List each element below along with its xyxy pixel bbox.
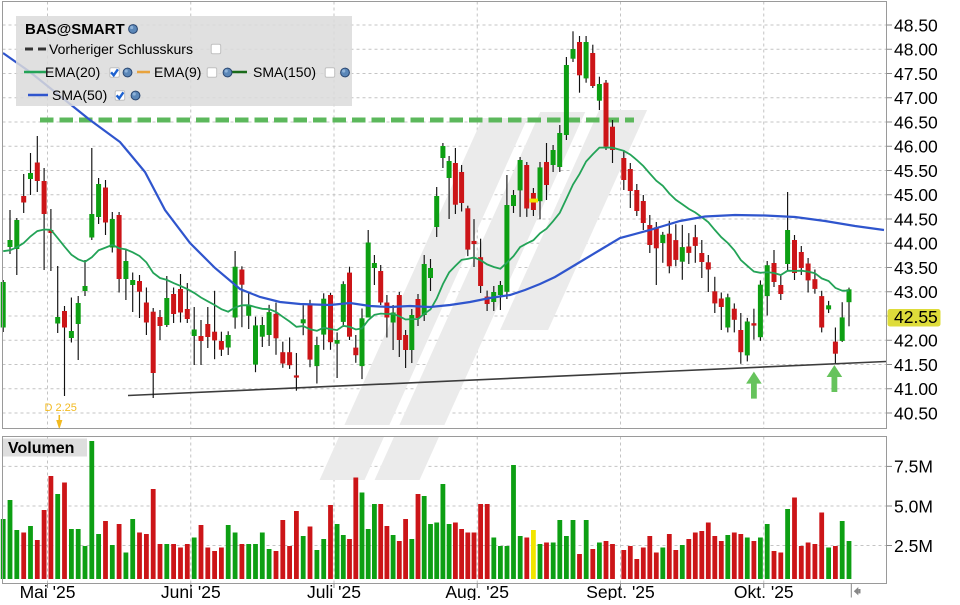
svg-text:D 2.25: D 2.25: [45, 402, 77, 414]
svg-text:42.55: 42.55: [894, 307, 938, 327]
svg-text:45.00: 45.00: [894, 185, 938, 205]
svg-text:Aug. '25: Aug. '25: [445, 582, 509, 600]
svg-text:45.50: 45.50: [894, 161, 938, 181]
svg-text:5.0M: 5.0M: [894, 496, 933, 516]
svg-text:EMA(9): EMA(9): [154, 64, 201, 80]
svg-text:Juli '25: Juli '25: [307, 582, 361, 600]
svg-text:SMA(50): SMA(50): [52, 87, 107, 103]
svg-text:Volumen: Volumen: [8, 440, 74, 457]
svg-text:7.5M: 7.5M: [894, 457, 933, 477]
svg-text:Sept. '25: Sept. '25: [586, 582, 655, 600]
svg-text:Mai '25: Mai '25: [20, 582, 76, 600]
svg-text:43.00: 43.00: [894, 282, 938, 302]
svg-text:44.50: 44.50: [894, 209, 938, 229]
svg-text:SMA(150): SMA(150): [253, 64, 316, 80]
svg-text:Okt. '25: Okt. '25: [734, 582, 794, 600]
svg-text:48.50: 48.50: [894, 15, 938, 35]
svg-text:41.50: 41.50: [894, 355, 938, 375]
svg-text:41.00: 41.00: [894, 379, 938, 399]
svg-text:47.00: 47.00: [894, 88, 938, 108]
svg-text:47.50: 47.50: [894, 64, 938, 84]
svg-text:Juni '25: Juni '25: [161, 582, 221, 600]
svg-text:46.50: 46.50: [894, 112, 938, 132]
svg-text:BAS@SMART: BAS@SMART: [25, 21, 125, 38]
svg-text:46.00: 46.00: [894, 137, 938, 157]
svg-text:EMA(20): EMA(20): [45, 64, 100, 80]
svg-text:2.5M: 2.5M: [894, 536, 933, 556]
svg-text:44.00: 44.00: [894, 234, 938, 254]
svg-text:42.00: 42.00: [894, 331, 938, 351]
svg-text:48.00: 48.00: [894, 40, 938, 60]
svg-text:Vorheriger Schlusskurs: Vorheriger Schlusskurs: [49, 41, 193, 57]
svg-text:40.50: 40.50: [894, 403, 938, 423]
svg-text:43.50: 43.50: [894, 258, 938, 278]
